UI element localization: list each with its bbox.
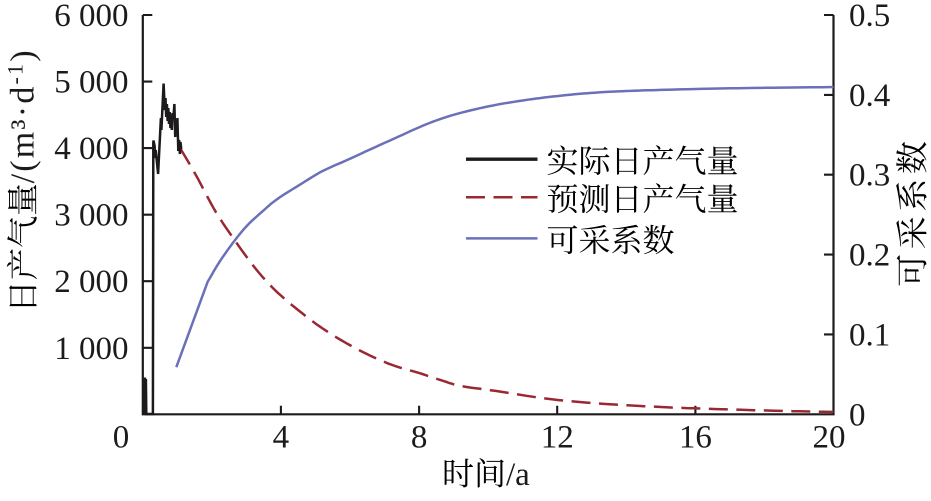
svg-text:0.1: 0.1 <box>849 317 890 353</box>
svg-text:5 000: 5 000 <box>54 65 128 101</box>
svg-text:1 000: 1 000 <box>54 331 128 367</box>
svg-text:6 000: 6 000 <box>54 0 128 34</box>
svg-text:0: 0 <box>113 420 130 456</box>
svg-text:0.2: 0.2 <box>849 238 890 274</box>
svg-text:/a: /a <box>506 457 530 493</box>
svg-text:16: 16 <box>679 420 712 456</box>
svg-text:3 000: 3 000 <box>54 198 128 234</box>
svg-text:12: 12 <box>541 420 574 456</box>
svg-text:0: 0 <box>849 397 866 433</box>
svg-text:4: 4 <box>273 420 290 456</box>
svg-text:4 000: 4 000 <box>54 131 128 167</box>
svg-text:2 000: 2 000 <box>54 264 128 300</box>
svg-text:0.5: 0.5 <box>849 0 890 34</box>
svg-text:8: 8 <box>411 420 428 456</box>
svg-text:0.3: 0.3 <box>849 158 890 194</box>
svg-text:20: 20 <box>813 420 846 456</box>
svg-text:0.4: 0.4 <box>849 78 890 114</box>
